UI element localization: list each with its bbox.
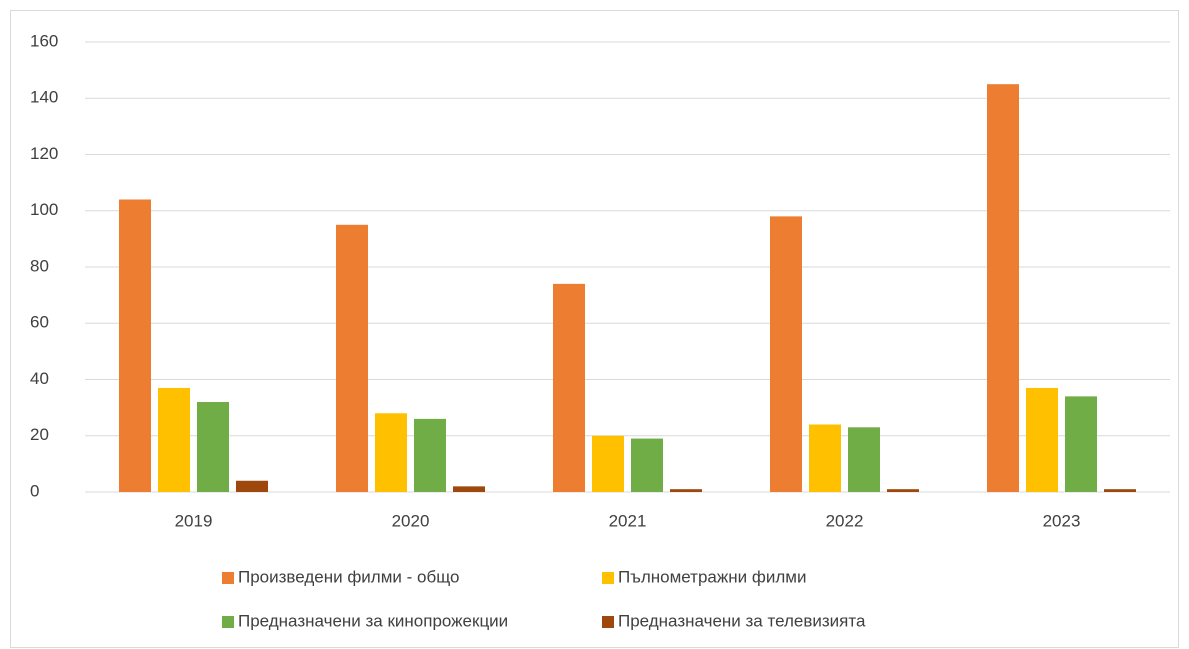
bar — [197, 402, 229, 492]
bar — [887, 489, 919, 492]
bar — [453, 486, 485, 492]
x-tick-label: 2020 — [392, 511, 430, 530]
bar — [553, 283, 585, 492]
bar — [375, 413, 407, 492]
y-tick-label: 80 — [30, 256, 49, 275]
y-tick-label: 20 — [30, 425, 49, 444]
y-tick-label: 0 — [30, 481, 39, 500]
legend-swatch — [602, 572, 614, 584]
x-tick-label: 2019 — [175, 511, 213, 530]
x-tick-label: 2023 — [1043, 511, 1081, 530]
bar — [1065, 396, 1097, 492]
legend-label: Предназначени за кинопрожекции — [238, 611, 508, 630]
bar — [1026, 387, 1058, 492]
y-tick-label: 120 — [30, 144, 58, 163]
bar — [631, 438, 663, 492]
bar — [158, 387, 190, 492]
bar — [414, 418, 446, 492]
chart-border — [10, 10, 1179, 648]
y-tick-label: 140 — [30, 88, 58, 107]
bar — [119, 199, 151, 492]
bar — [236, 480, 268, 492]
x-tick-label: 2021 — [609, 511, 647, 530]
bar — [987, 84, 1019, 492]
bar — [848, 427, 880, 492]
bar — [1104, 489, 1136, 492]
legend-label: Произведени филми - общо — [238, 567, 459, 586]
legend-label: Пълнометражни филми — [618, 567, 806, 586]
x-tick-label: 2022 — [826, 511, 864, 530]
y-tick-label: 40 — [30, 369, 49, 388]
bar — [336, 224, 368, 492]
bar — [592, 435, 624, 492]
y-tick-label: 100 — [30, 200, 58, 219]
y-tick-label: 160 — [30, 31, 58, 50]
bar — [770, 216, 802, 492]
bar — [809, 424, 841, 492]
legend-swatch — [602, 616, 614, 628]
bar — [670, 489, 702, 492]
y-tick-label: 60 — [30, 313, 49, 332]
legend-swatch — [222, 616, 234, 628]
legend-label: Предназначени за телевизията — [618, 611, 866, 630]
legend-swatch — [222, 572, 234, 584]
